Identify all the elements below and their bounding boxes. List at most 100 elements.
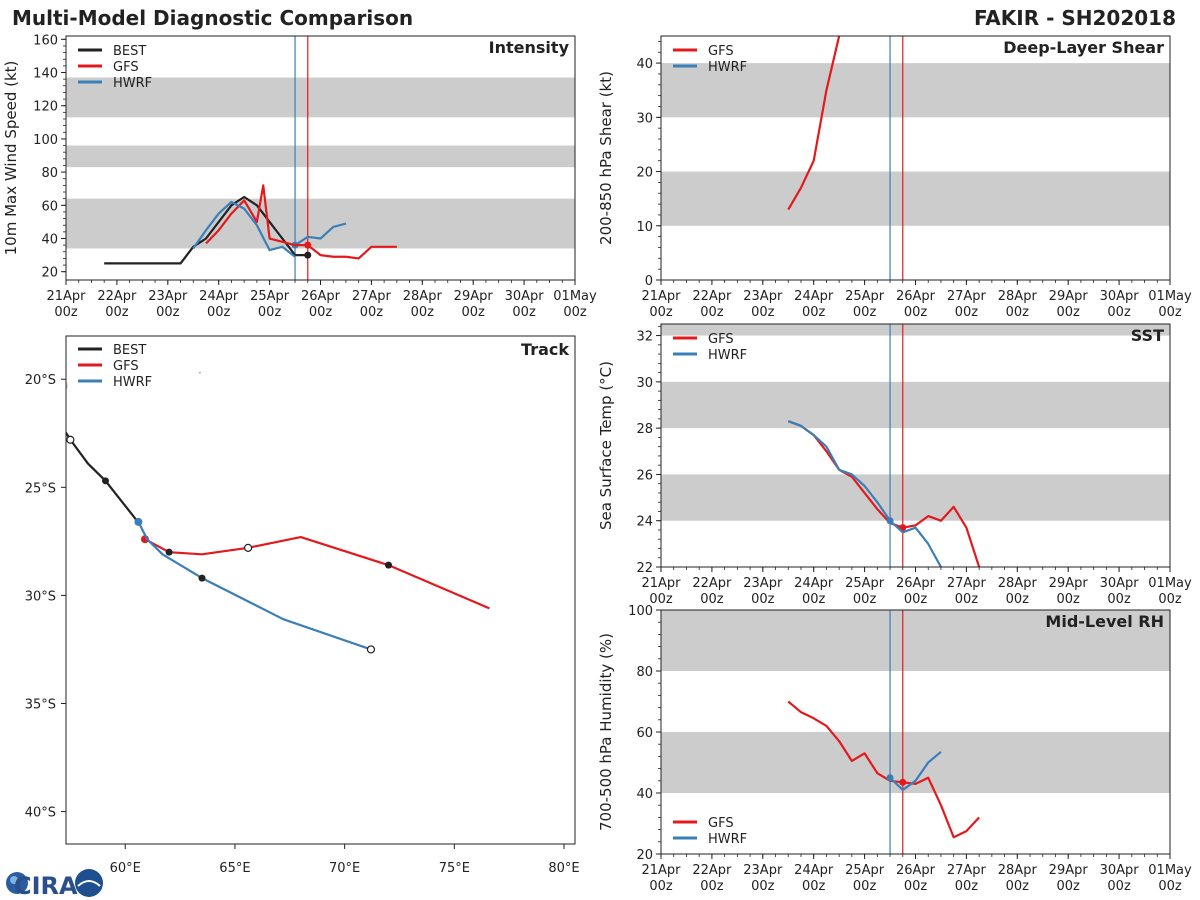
intensity-xtick-label-hour: 00z — [105, 305, 129, 320]
rh-legend-label: GFS — [708, 816, 734, 831]
intensity-xtick-label-hour: 00z — [156, 305, 180, 320]
sst-xtick-label-hour: 00z — [1006, 592, 1030, 607]
rh-xtick-label-day: 24Apr — [794, 863, 834, 878]
sst-ytick-label: 30 — [636, 376, 653, 391]
track-day-marker — [165, 548, 173, 556]
shear-ytick-label: 0 — [645, 274, 653, 289]
shear-xtick-label-hour: 00z — [649, 305, 673, 320]
sst-xtick-label-hour: 00z — [1057, 592, 1081, 607]
intensity-band — [66, 198, 575, 249]
track-title: Track — [521, 340, 569, 359]
sst-xtick-label-hour: 00z — [802, 592, 826, 607]
rh-xtick-label-hour: 00z — [649, 879, 673, 894]
satellite-icon — [75, 869, 103, 897]
rh-marker-gfs — [899, 778, 907, 786]
shear-xtick-label-day: 22Apr — [692, 289, 732, 304]
sst-xtick-label-hour: 00z — [1158, 592, 1182, 607]
sst-xtick-label-day: 30Apr — [1100, 576, 1140, 591]
intensity-ytick-label: 160 — [33, 33, 58, 48]
rh-ytick-label: 60 — [636, 726, 653, 741]
sst-xtick-label-hour: 00z — [904, 592, 928, 607]
intensity-ytick-label: 40 — [41, 233, 58, 248]
intensity-series-group — [104, 184, 397, 265]
track-line-hwrf — [137, 521, 372, 651]
track-xtick-label: 70°E — [329, 861, 360, 876]
sst-ytick-label: 26 — [636, 468, 653, 483]
rh-ylabel: 700-500 hPa Humidity (%) — [597, 633, 615, 831]
shear-title: Deep-Layer Shear — [1003, 38, 1164, 57]
globe-highlight-icon — [10, 876, 18, 884]
sst-band — [661, 324, 1170, 336]
shear-xtick-label-hour: 00z — [802, 305, 826, 320]
intensity-xtick-label-day: 22Apr — [97, 289, 137, 304]
rh-ytick-label: 40 — [636, 787, 653, 802]
track-xtick-label: 75°E — [439, 861, 470, 876]
intensity-xtick-label-hour: 00z — [512, 305, 536, 320]
intensity-legend-label: GFS — [113, 60, 139, 75]
track-halfday-marker — [243, 543, 253, 552]
rh-ytick-label: 80 — [636, 665, 653, 680]
intensity-xtick-label-day: 30Apr — [505, 289, 545, 304]
figure-title: Multi-Model Diagnostic Comparison — [12, 6, 413, 30]
sst-xtick-label-hour: 00z — [1107, 592, 1131, 607]
sst-xtick-label-hour: 00z — [853, 592, 877, 607]
track-halfday-marker — [366, 645, 376, 654]
intensity-xtick-label-hour: 00z — [258, 305, 282, 320]
shear-xtick-label-day: 30Apr — [1100, 289, 1140, 304]
track-day-marker — [101, 477, 109, 485]
rh-title: Mid-Level RH — [1045, 612, 1164, 631]
intensity-title: Intensity — [489, 38, 570, 57]
sst-xtick-label-hour: 00z — [649, 592, 673, 607]
intensity-xtick-label-day: 24Apr — [199, 289, 239, 304]
intensity-xtick-label-day: 21Apr — [46, 289, 86, 304]
sst-panel: 22242628303221Apr00z22Apr00z23Apr00z24Ap… — [597, 323, 1192, 607]
sst-ytick-label: 22 — [636, 561, 653, 576]
intensity-series-hwrf-past — [192, 200, 296, 258]
sst-ytick-label: 24 — [636, 515, 653, 530]
rh-xtick-label-hour: 00z — [1158, 879, 1182, 894]
intensity-xtick-label-hour: 00z — [563, 305, 587, 320]
sst-xtick-label-day: 26Apr — [896, 576, 936, 591]
intensity-xtick-label-hour: 00z — [207, 305, 231, 320]
storm-id: FAKIR - SH202018 — [974, 6, 1176, 30]
rh-ytick-label: 100 — [628, 604, 653, 619]
rh-xtick-label-hour: 00z — [802, 879, 826, 894]
intensity-xtick-label-day: 29Apr — [454, 289, 494, 304]
sst-xtick-label-hour: 00z — [751, 592, 775, 607]
sst-marker-hwrf — [886, 517, 894, 525]
track-xtick-label: 80°E — [548, 861, 579, 876]
shear-legend-label: GFS — [708, 44, 734, 59]
rh-marker-hwrf — [886, 774, 894, 782]
intensity-xtick-label-day: 27Apr — [352, 289, 392, 304]
track-panel: 60°E 65°E 70°E 75°E 80°E 20°S 25°S 30°S 35°S 40°S… — [25, 335, 580, 876]
rh-series-group — [787, 700, 980, 839]
intensity-ytick-label: 20 — [41, 266, 58, 281]
shear-xtick-label-hour: 00z — [904, 305, 928, 320]
intensity-xtick-label-day: 28Apr — [403, 289, 443, 304]
island-shape — [198, 371, 202, 374]
shear-series-group — [787, 36, 841, 211]
sst-series-hwrf — [787, 420, 942, 567]
rh-panel: 2040608010021Apr00z22Apr00z23Apr00z24Apr… — [597, 604, 1192, 894]
rh-series-gfs — [787, 700, 980, 839]
track-xtick-label: 60°E — [110, 861, 141, 876]
cira-logo: CIRA — [6, 869, 103, 900]
shear-xtick-label-day: 27Apr — [947, 289, 987, 304]
shear-xtick-label-hour: 00z — [1006, 305, 1030, 320]
shear-xtick-label-day: 21Apr — [641, 289, 681, 304]
sst-series-group — [787, 420, 981, 567]
intensity-series-gfs — [307, 244, 397, 260]
track-ytick-label: 25°S — [25, 481, 56, 496]
shear-xtick-label-hour: 00z — [700, 305, 724, 320]
intensity-series-gfs-past — [205, 184, 308, 247]
sst-xtick-label-day: 24Apr — [794, 576, 834, 591]
rh-xtick-label-day: 29Apr — [1049, 863, 1089, 878]
sst-xtick-label-day: 22Apr — [692, 576, 732, 591]
sst-ytick-label: 28 — [636, 422, 653, 437]
intensity-xtick-label-hour: 00z — [309, 305, 333, 320]
shear-band — [661, 171, 1170, 226]
shear-xtick-label-day: 29Apr — [1049, 289, 1089, 304]
intensity-ytick-label: 100 — [33, 133, 58, 148]
intensity-ytick-label: 140 — [33, 67, 58, 82]
intensity-marker-best — [304, 251, 312, 259]
